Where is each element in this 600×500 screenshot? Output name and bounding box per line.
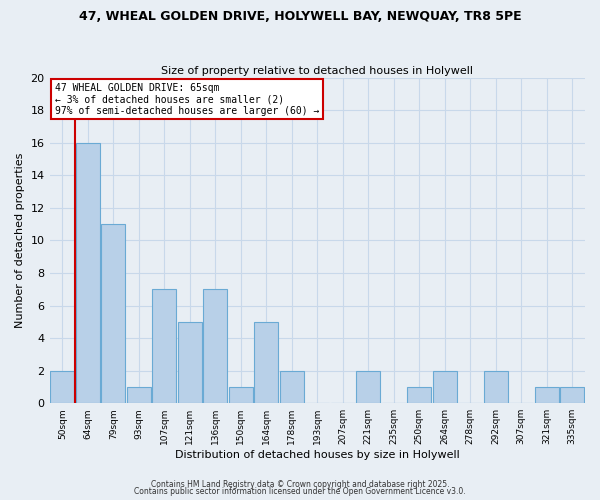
Text: 47 WHEAL GOLDEN DRIVE: 65sqm
← 3% of detached houses are smaller (2)
97% of semi: 47 WHEAL GOLDEN DRIVE: 65sqm ← 3% of det… <box>55 82 319 116</box>
Title: Size of property relative to detached houses in Holywell: Size of property relative to detached ho… <box>161 66 473 76</box>
Bar <box>254 322 278 403</box>
Y-axis label: Number of detached properties: Number of detached properties <box>15 153 25 328</box>
Bar <box>280 370 304 403</box>
Bar <box>50 370 74 403</box>
Bar <box>484 370 508 403</box>
Text: Contains public sector information licensed under the Open Government Licence v3: Contains public sector information licen… <box>134 487 466 496</box>
Bar <box>407 387 431 403</box>
Bar <box>560 387 584 403</box>
Text: 47, WHEAL GOLDEN DRIVE, HOLYWELL BAY, NEWQUAY, TR8 5PE: 47, WHEAL GOLDEN DRIVE, HOLYWELL BAY, NE… <box>79 10 521 23</box>
Bar <box>178 322 202 403</box>
Bar <box>76 143 100 403</box>
Bar <box>152 290 176 403</box>
Bar <box>203 290 227 403</box>
Bar <box>535 387 559 403</box>
Bar <box>229 387 253 403</box>
Text: Contains HM Land Registry data © Crown copyright and database right 2025.: Contains HM Land Registry data © Crown c… <box>151 480 449 489</box>
Bar <box>433 370 457 403</box>
X-axis label: Distribution of detached houses by size in Holywell: Distribution of detached houses by size … <box>175 450 460 460</box>
Bar <box>101 224 125 403</box>
Bar <box>356 370 380 403</box>
Bar <box>127 387 151 403</box>
